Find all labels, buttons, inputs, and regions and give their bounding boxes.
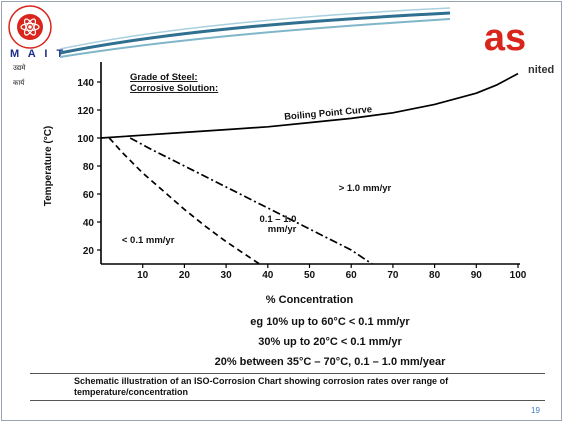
chart-annotation: mm/yr [268, 224, 297, 235]
x-tick-label: 40 [262, 270, 274, 281]
mait-logo [8, 5, 52, 49]
mait-short-name: M A I T [10, 48, 67, 60]
as-logo: as [484, 17, 526, 58]
y-tick-label: 80 [83, 162, 95, 173]
y-tick-label: 140 [77, 78, 94, 89]
chart-title-line: Grade of Steel: [130, 72, 198, 83]
chart-annotation: > 1.0 mm/yr [339, 183, 392, 194]
y-axis-label: Temperature (°C) [43, 126, 54, 207]
x-tick-label: 50 [304, 270, 316, 281]
x-tick-label: 70 [387, 270, 399, 281]
caption-example-1: eg 10% up to 60°C < 0.1 mm/yr [250, 316, 410, 328]
caption-example-2: 30% up to 20°C < 0.1 mm/yr [258, 336, 402, 348]
x-tick-label: 30 [221, 270, 233, 281]
y-tick-label: 60 [83, 190, 95, 201]
x-tick-label: 10 [137, 270, 149, 281]
as-logo-text: as [484, 17, 526, 58]
hindi-motto-1: उद्यमे [13, 65, 26, 72]
chart-annotation: < 0.1 mm/yr [122, 235, 175, 246]
x-axis-label: % Concentration [266, 294, 354, 306]
x-tick-label: 90 [471, 270, 483, 281]
hindi-motto-2: कार्य [13, 80, 25, 87]
x-tick-label: 20 [179, 270, 191, 281]
corrosion-boundary-high [129, 137, 373, 265]
y-tick-label: 120 [77, 106, 94, 117]
corrosion-boundary-low [108, 137, 260, 265]
banner-swoosh [59, 7, 451, 58]
boiling-point-curve [100, 72, 519, 139]
y-tick-label: 20 [83, 246, 95, 257]
page-number: 19 [531, 406, 540, 415]
y-tick-label: 40 [83, 218, 95, 229]
x-tick-label: 60 [346, 270, 358, 281]
chart-title-line: Corrosive Solution: [130, 83, 218, 94]
partial-company-text: nited [528, 64, 555, 76]
x-tick-label: 100 [510, 270, 527, 281]
chart-annotation: 0.1 – 1.0 [259, 214, 296, 225]
x-tick-label: 80 [429, 270, 441, 281]
caption-example-3: 20% between 35°C – 70°C, 0.1 – 1.0 mm/ye… [214, 356, 446, 368]
y-tick-label: 100 [77, 134, 94, 145]
chart-description: Schematic illustration of an ISO-Corrosi… [30, 373, 545, 401]
